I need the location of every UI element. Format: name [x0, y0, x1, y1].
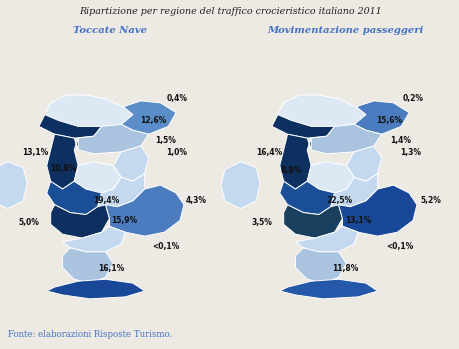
Polygon shape — [39, 114, 101, 138]
Polygon shape — [62, 248, 113, 283]
Polygon shape — [47, 134, 78, 189]
Text: 13,1%: 13,1% — [22, 149, 48, 157]
Text: Ripartizione per regione del traffico crocieristico italiano 2011: Ripartizione per regione del traffico cr… — [78, 7, 381, 16]
Polygon shape — [279, 279, 377, 299]
Text: 15,6%: 15,6% — [375, 117, 401, 126]
Polygon shape — [279, 181, 334, 215]
Text: 1,4%: 1,4% — [389, 135, 410, 144]
Text: 15,9%: 15,9% — [111, 215, 137, 224]
Polygon shape — [45, 95, 133, 126]
Text: 22,5%: 22,5% — [325, 196, 351, 206]
Text: 1,0%: 1,0% — [166, 149, 187, 157]
Polygon shape — [338, 185, 416, 236]
Text: 4,3%: 4,3% — [185, 196, 207, 206]
Polygon shape — [295, 248, 346, 283]
Polygon shape — [113, 146, 148, 181]
Polygon shape — [47, 181, 101, 215]
Text: 13,1%: 13,1% — [344, 215, 370, 224]
Text: <0,1%: <0,1% — [385, 242, 412, 251]
Text: <0,1%: <0,1% — [151, 242, 179, 251]
Text: 19,4%: 19,4% — [93, 196, 119, 206]
Text: 10,8%: 10,8% — [50, 163, 76, 172]
Polygon shape — [50, 205, 109, 238]
Polygon shape — [279, 134, 310, 189]
Polygon shape — [330, 173, 377, 207]
Text: 16,4%: 16,4% — [256, 149, 282, 157]
Text: 5,0%: 5,0% — [18, 218, 39, 228]
Polygon shape — [220, 162, 260, 209]
Text: 3,5%: 3,5% — [252, 218, 272, 228]
Text: Fonte: elaborazioni Risposte Turismo.: Fonte: elaborazioni Risposte Turismo. — [8, 330, 172, 339]
Text: 11,8%: 11,8% — [331, 263, 358, 273]
Polygon shape — [47, 279, 145, 299]
Polygon shape — [78, 124, 148, 154]
Polygon shape — [295, 226, 358, 252]
Text: 16,1%: 16,1% — [98, 263, 124, 273]
Text: 1,5%: 1,5% — [155, 135, 175, 144]
Polygon shape — [74, 162, 121, 193]
Text: 0,4%: 0,4% — [167, 94, 188, 103]
Polygon shape — [121, 101, 176, 134]
Text: 0,2%: 0,2% — [402, 94, 423, 103]
Polygon shape — [97, 173, 145, 207]
Polygon shape — [277, 95, 365, 126]
Polygon shape — [307, 162, 353, 193]
Text: 12,6%: 12,6% — [140, 117, 166, 126]
Polygon shape — [283, 205, 342, 238]
Polygon shape — [353, 101, 408, 134]
Polygon shape — [346, 146, 381, 181]
Polygon shape — [271, 114, 334, 138]
Text: Movimentazione passeggeri: Movimentazione passeggeri — [266, 26, 422, 35]
Polygon shape — [310, 124, 381, 154]
Polygon shape — [105, 185, 184, 236]
Text: 5,2%: 5,2% — [419, 196, 440, 206]
Polygon shape — [0, 162, 27, 209]
Text: Toccate Nave: Toccate Nave — [73, 26, 147, 35]
Text: 8,8%: 8,8% — [280, 165, 302, 174]
Polygon shape — [62, 226, 125, 252]
Text: 1,3%: 1,3% — [399, 149, 420, 157]
